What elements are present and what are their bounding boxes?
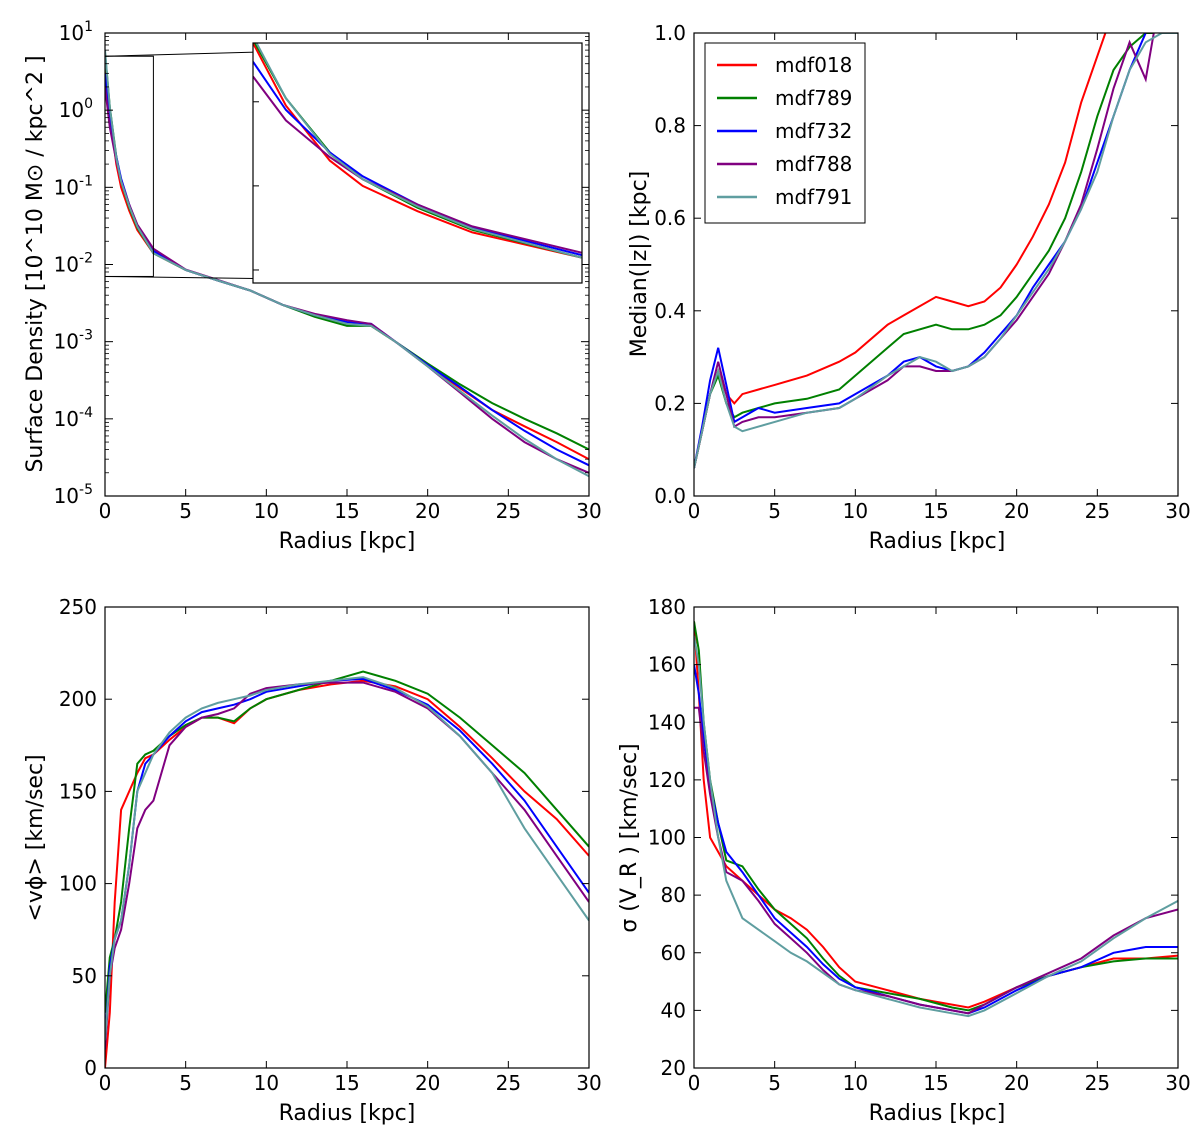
x-tick-label-0: 0 [99,1071,112,1095]
y-tick-label-10-2: 10-2 [54,251,93,277]
inset-series-line-mdf018 [253,43,582,259]
x-tick-label-25: 25 [496,499,521,523]
y-tick-label-50: 50 [72,964,97,988]
y-tick-label-0-2: 0.2 [654,391,686,415]
y-tick-label-100: 100 [59,872,97,896]
y-tick-label-60: 60 [661,941,686,965]
x-tick-label-15: 15 [923,499,948,523]
series-group [105,670,589,1068]
legend: mdf018 mdf789 mdf732 mdf788 mdf791 [704,42,866,224]
y-tick-label-10-0: 100 [59,96,93,122]
y-tick-label-10-1: 101 [59,19,93,45]
x-axis-label: Radius [kpc] [279,529,416,554]
series-line-mdf791 [694,33,1178,469]
x-tick-label-10: 10 [254,499,279,523]
panel-median-z: Radius [kpc] Median(|z|) [kpc] 0 5 10 15 20 2… [627,21,1191,554]
y-tick-label-250: 250 [59,595,97,619]
y-tick-label-0-8: 0.8 [654,114,686,138]
x-tick-label-0: 0 [99,499,112,523]
y-tick-label-0: 0 [84,1056,97,1080]
y-tick-label-20: 20 [661,1056,686,1080]
x-tick-label-5: 5 [179,1071,192,1095]
y-tick-label-140: 140 [648,710,686,734]
panel-vphi: Radius [kpc] <vϕ> [km/sec] 0 5 10 15 20 25 30 0… [23,595,602,1126]
x-axis-label: Radius [kpc] [869,1101,1006,1126]
x-tick-label-0: 0 [688,499,701,523]
x-tick-label-25: 25 [1085,1071,1110,1095]
series-line-mdf788 [105,681,589,1050]
y-tick-label-120: 120 [648,768,686,792]
x-tick-label-5: 5 [768,499,781,523]
inset-series-line-mdf732 [253,61,582,257]
x-tick-label-20: 20 [1004,499,1029,523]
panel-surface-density: Radius [kpc] Surface Density [10^10 M⊙ /… [23,19,602,554]
legend-label-mdf732: mdf732 [775,119,852,143]
x-tick-label-10: 10 [254,1071,279,1095]
legend-label-mdf788: mdf788 [775,152,852,176]
y-tick-label-10-4: 10-4 [54,405,94,431]
x-tick-label-20: 20 [1004,1071,1029,1095]
x-tick-label-10: 10 [843,1071,868,1095]
x-axis-label: Radius [kpc] [869,529,1006,554]
plot-frame [693,606,1179,1069]
y-tick-label-80: 80 [661,883,686,907]
x-tick-label-0: 0 [688,1071,701,1095]
inset-series-line-mdf791 [255,43,582,259]
x-tick-label-30: 30 [576,499,601,523]
x-tick-label-5: 5 [179,499,192,523]
x-tick-label-25: 25 [496,1071,521,1095]
y-tick-label-180: 180 [648,595,686,619]
y-tick-label-10-3: 10-3 [54,328,93,354]
legend-box [704,42,866,224]
series-group [694,33,1178,469]
inset-series-group [253,43,582,259]
y-tick-label-10-1: 10-1 [54,173,93,199]
y-tick-label-160: 160 [648,653,686,677]
x-tick-label-30: 30 [1165,499,1190,523]
x-tick-label-20: 20 [415,1071,440,1095]
legend-label-mdf789: mdf789 [775,86,852,110]
series-line-mdf791 [105,676,589,1041]
y-tick-label-0-6: 0.6 [654,206,686,230]
series-line-mdf789 [694,621,1178,1012]
series-line-mdf018 [694,621,1178,1009]
x-tick-label-25: 25 [1085,499,1110,523]
x-tick-label-10: 10 [843,499,868,523]
series-line-mdf791 [694,635,1178,1018]
y-tick-label-1-0: 1.0 [654,21,686,45]
y-tick-label-0-0: 0.0 [654,484,686,508]
x-tick-label-30: 30 [576,1071,601,1095]
y-axis-label: Surface Density [10^10 M⊙ / kpc^2 ] [23,55,48,472]
panel-sigma-vr: Radius [kpc] σ (V_R ) [km/sec] 0 5 10 15 20 2… [617,595,1191,1126]
x-tick-label-15: 15 [334,499,359,523]
x-tick-label-30: 30 [1165,1071,1190,1095]
y-axis-label: <vϕ> [km/sec] [23,754,48,921]
y-tick-label-40: 40 [661,998,686,1022]
legend-label-mdf791: mdf791 [775,185,852,209]
x-tick-label-20: 20 [415,499,440,523]
x-axis-label: Radius [kpc] [279,1101,416,1126]
series-group [105,50,589,478]
y-tick-label-200: 200 [59,687,97,711]
y-tick-label-0-4: 0.4 [654,299,686,323]
series-group [694,621,1178,1018]
legend-label-mdf018: mdf018 [775,53,852,77]
y-tick-label-150: 150 [59,779,97,803]
inset-axes [252,42,583,284]
y-tick-label-10-5: 10-5 [54,482,93,508]
series-line-mdf791 [105,50,589,478]
y-tick-label-100: 100 [648,826,686,850]
series-line-mdf018 [105,679,589,1068]
x-tick-label-5: 5 [768,1071,781,1095]
x-tick-label-15: 15 [923,1071,948,1095]
series-line-mdf789 [105,670,589,1013]
x-tick-label-15: 15 [334,1071,359,1095]
y-axis-label: Median(|z|) [kpc] [627,171,652,358]
inset-frame [252,42,583,284]
series-line-mdf788 [694,706,1178,1015]
y-axis-label: σ (V_R ) [km/sec] [617,743,642,932]
